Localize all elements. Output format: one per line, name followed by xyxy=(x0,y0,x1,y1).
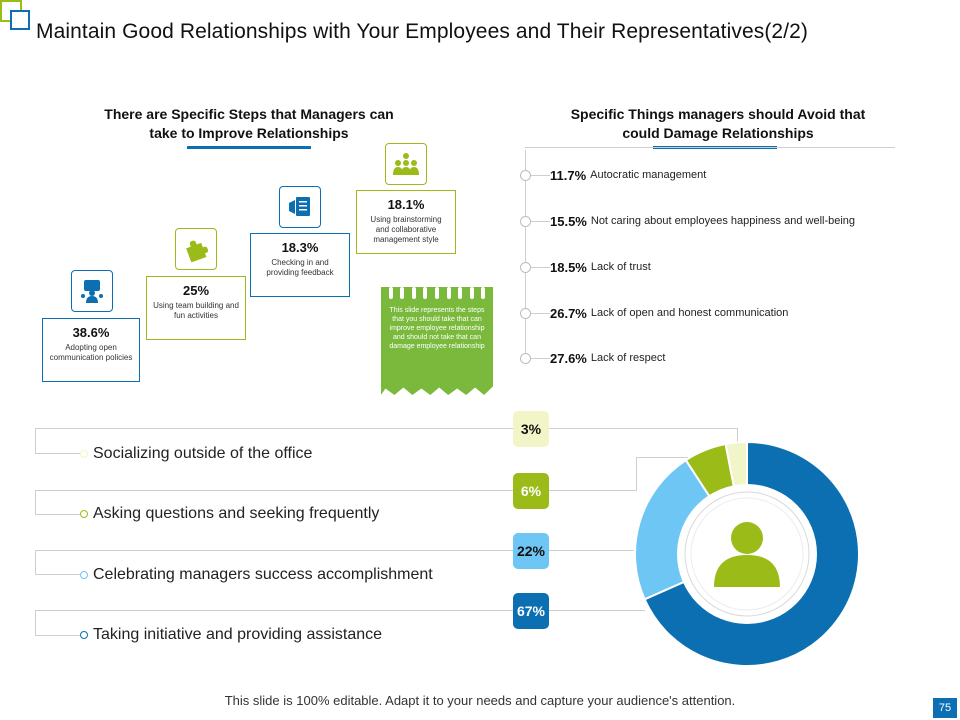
step-4-icon-box xyxy=(385,143,427,185)
avoid-dot xyxy=(520,261,531,273)
item-3-line xyxy=(35,550,635,551)
avoid-item: 15.5% Not caring about employees happine… xyxy=(520,214,855,229)
note-card: This slide represents the steps that you… xyxy=(381,287,493,395)
step-1-text: Adopting open communication policies xyxy=(49,343,133,362)
presenter-icon xyxy=(81,280,103,303)
avoid-dot xyxy=(520,307,531,319)
bullet-dot xyxy=(80,571,88,579)
avoid-item: 27.6% Lack of respect xyxy=(520,351,665,366)
avoid-top-line xyxy=(525,147,895,148)
avoid-dot xyxy=(520,215,531,227)
step-3-text: Checking in and providing feedback xyxy=(266,258,334,277)
avoid-heading: Specific Things managers should Avoid th… xyxy=(570,106,866,141)
steps-heading-underline xyxy=(187,146,311,149)
item-4-line xyxy=(35,610,645,611)
step-2-card: 25% Using team building and fun activiti… xyxy=(146,276,246,340)
item-4-connector xyxy=(35,610,80,636)
list-item-asking-questions: Asking questions and seeking frequently xyxy=(80,505,379,523)
list-item-taking-initiative: Taking initiative and providing assistan… xyxy=(80,626,382,644)
bullet-dot xyxy=(80,450,88,458)
item-2-connector xyxy=(35,490,80,515)
item-2-line xyxy=(35,490,637,491)
donut-chart xyxy=(634,441,860,667)
step-4-percent: 18.1% xyxy=(387,197,425,212)
feedback-icon xyxy=(289,197,310,216)
footer-text: This slide is 100% editable. Adapt it to… xyxy=(224,693,736,708)
corner-decoration-blue xyxy=(10,10,30,30)
steps-heading: There are Specific Steps that Managers c… xyxy=(104,106,394,141)
donut-inner-ring xyxy=(684,491,810,617)
step-1-icon-box xyxy=(71,270,113,312)
page-number: 75 xyxy=(933,698,957,718)
list-item-socializing: Socializing outside of the office xyxy=(80,445,312,463)
puzzle-icon xyxy=(186,240,209,262)
avoid-item: 11.7% Autocratic management xyxy=(520,168,706,183)
step-2-text: Using team building and fun activities xyxy=(153,301,239,320)
badge-6-percent: 6% xyxy=(513,473,549,509)
badge-3-percent: 3% xyxy=(513,411,549,447)
avoid-item: 18.5% Lack of trust xyxy=(520,260,651,275)
avoid-timeline xyxy=(525,150,526,360)
avoid-dot xyxy=(520,352,531,364)
step-2-icon-box xyxy=(175,228,217,270)
item-1-connector xyxy=(35,428,80,454)
item-3-connector xyxy=(35,550,80,575)
note-text: This slide represents the steps that you… xyxy=(389,307,485,350)
avoid-dot xyxy=(520,169,531,181)
bullet-dot xyxy=(80,510,88,518)
slide-title: Maintain Good Relationships with Your Em… xyxy=(36,20,809,43)
list-item-celebrating: Celebrating managers success accomplishm… xyxy=(80,566,433,584)
bullet-dot xyxy=(80,631,88,639)
step-1-card: 38.6% Adopting open communication polici… xyxy=(42,318,140,382)
step-4-card: 18.1% Using brainstorming and collaborat… xyxy=(356,190,456,254)
step-3-percent: 18.3% xyxy=(281,240,319,255)
badge-67-percent: 67% xyxy=(513,593,549,629)
user-icon xyxy=(714,522,780,587)
step-4-text: Using brainstorming and collaborative ma… xyxy=(370,215,442,244)
step-3-card: 18.3% Checking in and providing feedback xyxy=(250,233,350,297)
note-binding xyxy=(381,287,493,301)
step-3-icon-box xyxy=(279,186,321,228)
step-1-percent: 38.6% xyxy=(72,325,110,340)
team-idea-icon xyxy=(393,153,419,175)
step-2-percent: 25% xyxy=(182,283,210,298)
badge-22-percent: 22% xyxy=(513,533,549,569)
avoid-item: 26.7% Lack of open and honest communicat… xyxy=(520,306,788,321)
item-1-line xyxy=(35,428,738,429)
